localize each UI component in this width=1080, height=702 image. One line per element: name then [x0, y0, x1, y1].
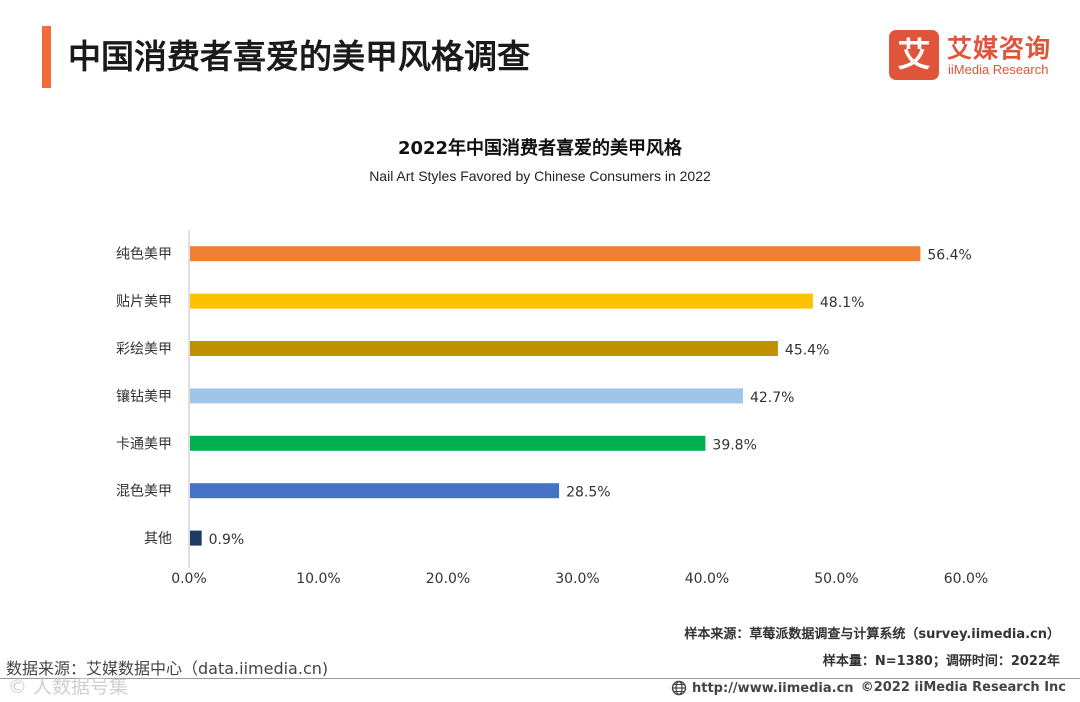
x-tick-label-6: 50.0%	[814, 571, 858, 587]
bar-2	[190, 293, 813, 309]
footer-url-text: http://www.iimedia.cn	[692, 680, 854, 696]
value-label-6: 28.5%	[566, 485, 610, 501]
x-tick-label-2: 10.0%	[296, 571, 340, 587]
page-title: 中国消费者喜爱的美甲风格调查	[68, 37, 530, 76]
chart-subtitle: Nail Art Styles Favored by Chinese Consu…	[369, 168, 711, 184]
category-label-5: 卡通美甲	[116, 436, 172, 452]
value-label-1: 56.4%	[927, 248, 971, 264]
bar-7	[190, 530, 202, 546]
bar-3	[190, 341, 778, 356]
bar-1	[190, 246, 921, 262]
x-tick-label-5: 40.0%	[685, 571, 729, 587]
category-label-1: 纯色美甲	[116, 246, 172, 263]
globe-icon	[671, 680, 687, 696]
value-label-4: 42.7%	[750, 390, 794, 406]
chart-title: 2022年中国消费者喜爱的美甲风格	[397, 138, 683, 159]
category-label-7: 其他	[144, 531, 172, 547]
bar-4	[190, 388, 743, 404]
value-label-2: 48.1%	[820, 295, 864, 311]
watermark: © 人数据号集	[8, 676, 129, 698]
x-tick-label-4: 30.0%	[555, 571, 599, 587]
sample-source-note: 样本来源：草莓派数据调查与计算系统（survey.iimedia.cn）	[684, 627, 1060, 642]
logo-mark-icon: 艾	[889, 30, 939, 80]
x-tick-label-7: 60.0%	[944, 571, 988, 587]
logo-chinese-name: 艾媒咨询	[947, 34, 1052, 63]
value-label-5: 39.8%	[712, 437, 756, 453]
sample-size-note: 样本量：N=1380；调研时间：2022年	[822, 654, 1060, 669]
x-tick-label-3: 20.0%	[426, 571, 470, 587]
category-label-4: 镶钻美甲	[116, 388, 172, 405]
value-label-3: 45.4%	[785, 343, 829, 359]
x-tick-label-1: 0.0%	[171, 571, 207, 587]
category-label-3: 彩绘美甲	[116, 342, 172, 358]
data-source-note: 数据来源：艾媒数据中心（data.iimedia.cn)	[6, 659, 329, 678]
footer-copyright: ©2022 iiMedia Research Inc	[860, 680, 1066, 695]
title-accent-bar	[42, 26, 51, 88]
bar-5	[190, 435, 706, 451]
bar-6	[190, 483, 560, 499]
category-label-6: 混色美甲	[116, 483, 172, 500]
footer-url[interactable]: http://www.iimedia.cn	[671, 680, 854, 696]
iimedia-logo: 艾 艾媒咨询 iiMedia Research	[889, 30, 1069, 82]
value-label-7: 0.9%	[209, 532, 245, 548]
category-label-2: 贴片美甲	[116, 294, 172, 310]
logo-english-name: iiMedia Research	[948, 62, 1049, 77]
footer-divider	[0, 678, 1080, 679]
